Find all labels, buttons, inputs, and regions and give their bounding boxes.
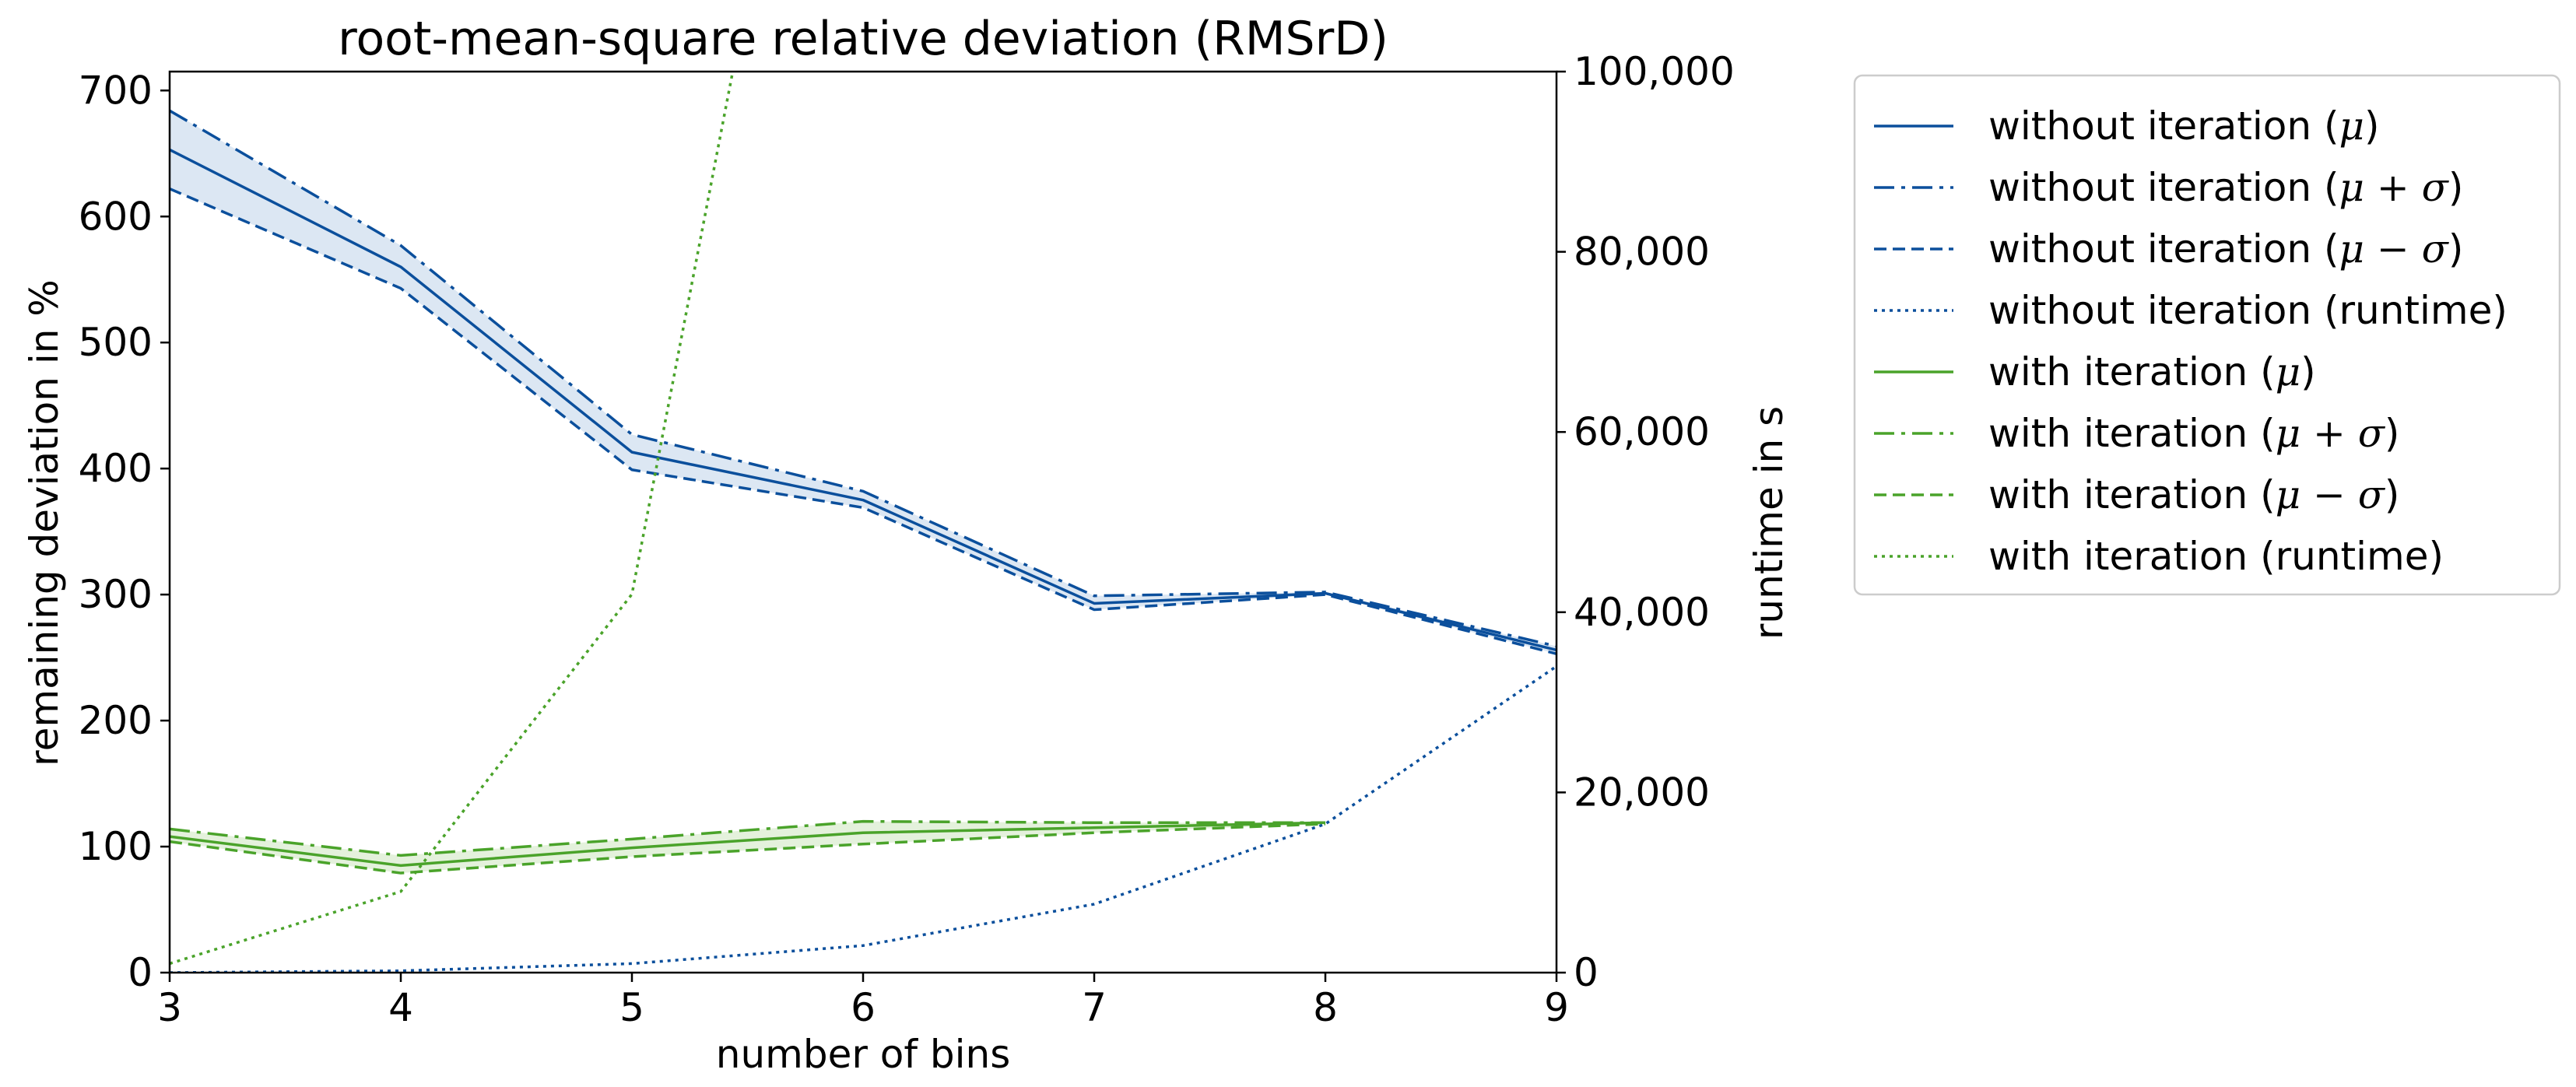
y-tick-label: 500 bbox=[79, 320, 153, 365]
y-tick-label: 100 bbox=[79, 824, 153, 869]
chart-title: root-mean-square relative deviation (RMS… bbox=[338, 12, 1388, 66]
legend-entry-with-iteration-mu-plus-sigma: with iteration (μ + σ) bbox=[1988, 411, 2399, 456]
series-line-without-iteration-mu-plus-sigma bbox=[170, 109, 1556, 648]
series-line-with-iteration-mu bbox=[170, 821, 1326, 868]
x-tick-label: 9 bbox=[1544, 985, 1569, 1030]
y-axis-label: remaining deviation in % bbox=[22, 279, 67, 766]
x-tick-label: 4 bbox=[388, 985, 413, 1030]
x-tick-label: 5 bbox=[619, 985, 644, 1030]
series-line-with-iteration-mu-plus-sigma bbox=[170, 819, 1325, 857]
y2-tick-label: 40,000 bbox=[1574, 590, 1710, 635]
legend-entry-with-iteration-mu-minus-sigma: with iteration (μ − σ) bbox=[1988, 472, 2399, 517]
legend-label: with iteration (runtime) bbox=[1988, 534, 2444, 579]
y-tick-label: 300 bbox=[79, 572, 153, 617]
legend-entry-with-iteration-runtime: with iteration (runtime) bbox=[1988, 534, 2444, 579]
legend-close-paren: ) bbox=[2364, 103, 2380, 149]
legend-math: μ bbox=[2339, 103, 2365, 149]
y-axis-left: 0 100 200 300 400 500 600 700 bbox=[79, 68, 170, 995]
legend-label: with iteration ( bbox=[1988, 349, 2276, 394]
y-tick-label: 0 bbox=[128, 950, 153, 995]
legend-entry-without-iteration-mu-plus-sigma: without iteration (μ + σ) bbox=[1988, 165, 2463, 210]
y-tick-label: 700 bbox=[79, 68, 153, 113]
legend-entry-with-iteration-mu: with iteration (μ) bbox=[1988, 349, 2316, 394]
series-line-with-iteration-mu-minus-sigma bbox=[170, 822, 1326, 875]
legend-entry-without-iteration-mu: without iteration (μ) bbox=[1988, 103, 2380, 149]
y2-axis-label: runtime in s bbox=[1746, 406, 1792, 640]
legend-frame bbox=[1853, 74, 2561, 596]
x-tick-label: 3 bbox=[157, 985, 182, 1030]
y2-tick-label: 100,000 bbox=[1574, 49, 1735, 94]
y2-tick-label: 60,000 bbox=[1574, 409, 1710, 454]
legend-math: μ + σ bbox=[2339, 165, 2450, 210]
y2-tick-label: 80,000 bbox=[1574, 230, 1710, 275]
legend-entry-without-iteration-mu-minus-sigma: without iteration (μ − σ) bbox=[1988, 226, 2463, 272]
y-tick-label: 400 bbox=[79, 446, 153, 491]
legend-label: without iteration ( bbox=[1988, 103, 2339, 149]
legend-label: without iteration (runtime) bbox=[1988, 288, 2508, 333]
legend-math: μ − σ bbox=[2339, 226, 2450, 272]
legend-close-paren: ) bbox=[2301, 349, 2316, 394]
series-lines bbox=[170, 72, 1556, 973]
legend: without iteration (μ)without iteration (… bbox=[1853, 74, 2561, 596]
y2-tick-label: 0 bbox=[1574, 950, 1599, 995]
legend-close-paren: ) bbox=[2385, 472, 2400, 517]
legend-entry-without-iteration-runtime: without iteration (runtime) bbox=[1988, 288, 2508, 333]
legend-label: with iteration ( bbox=[1988, 411, 2276, 456]
series-line-with-iteration-runtime bbox=[170, 72, 735, 966]
legend-label: without iteration ( bbox=[1988, 165, 2339, 210]
legend-close-paren: ) bbox=[2385, 411, 2400, 456]
legend-close-paren: ) bbox=[2448, 226, 2464, 272]
x-axis: 3 4 5 6 7 8 9 bbox=[157, 973, 1569, 1030]
legend-close-paren: ) bbox=[2448, 165, 2464, 210]
legend-label: without iteration ( bbox=[1988, 226, 2339, 272]
legend-label: with iteration ( bbox=[1988, 472, 2276, 517]
x-tick-label: 6 bbox=[851, 985, 876, 1030]
y-axis-right: 0 20,000 40,000 60,000 80,000 100,000 bbox=[1556, 49, 1735, 995]
legend-math: μ + σ bbox=[2276, 411, 2386, 456]
x-tick-label: 7 bbox=[1082, 985, 1107, 1030]
x-axis-label: number of bins bbox=[716, 1032, 1011, 1077]
series-line-without-iteration-runtime bbox=[170, 664, 1556, 973]
band-without-iteration bbox=[170, 110, 1556, 654]
y-tick-label: 600 bbox=[79, 194, 153, 239]
legend-math: μ − σ bbox=[2276, 472, 2386, 517]
x-tick-label: 8 bbox=[1313, 985, 1338, 1030]
legend-math: μ bbox=[2276, 349, 2301, 394]
series-line-without-iteration-mu-minus-sigma bbox=[170, 188, 1556, 655]
series-line-without-iteration-mu bbox=[170, 148, 1556, 652]
y-tick-label: 200 bbox=[79, 698, 153, 743]
y2-tick-label: 20,000 bbox=[1574, 770, 1710, 815]
